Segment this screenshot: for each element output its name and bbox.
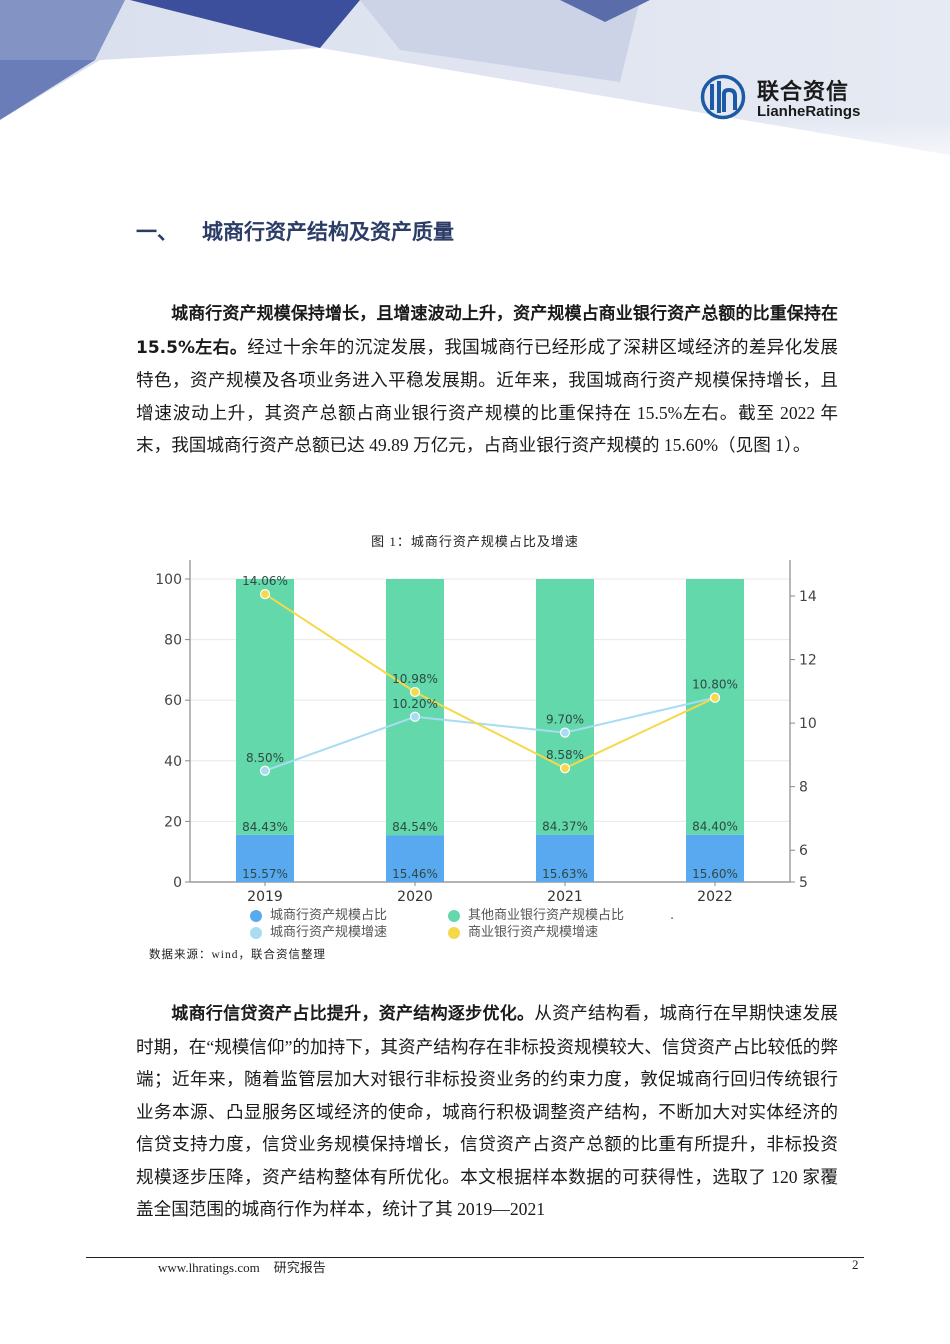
svg-text:10.98%: 10.98% [392,672,438,686]
legend-dot-icon [250,926,262,939]
legend-item-city-bank-growth: 城商行资产规模增速 [250,924,430,941]
svg-text:100: 100 [155,572,182,588]
figure-caption: 图 1：城商行资产规模占比及增速 [371,534,579,549]
svg-text:8.50%: 8.50% [246,751,284,765]
svg-text:15.57%: 15.57% [242,867,288,881]
legend-dot-icon [448,926,460,939]
svg-text:10: 10 [799,716,817,732]
paragraph-lead: 城商行资产规模保持增长，且增速波动上升，资产规模占商业银行资产总额的比重保持在 … [136,304,838,358]
svg-text:84.37%: 84.37% [542,820,588,834]
paragraph-lead: 城商行信贷资产占比提升，资产结构逐步优化。 [171,1004,535,1024]
svg-text:84.43%: 84.43% [242,820,288,834]
legend-item-city-bank-share: 城商行资产规模占比 [250,907,430,924]
paragraph-body: 经过十余年的沉淀发展，我国城商行已经形成了深耕区域经济的差异化发展特色，资产规模… [136,336,838,456]
footer-info: www.lhratings.com 研究报告 [158,1257,340,1276]
svg-text:9.70%: 9.70% [546,713,584,727]
svg-text:14.06%: 14.06% [242,574,288,588]
legend-dot-icon [448,909,460,922]
logo-name-cn: 联合资信 [757,80,850,105]
legend-dot-icon [250,909,262,922]
svg-text:6: 6 [799,843,808,859]
svg-text:60: 60 [164,693,182,709]
company-logo: 联合资信 LianheRatings [700,72,870,124]
svg-text:14: 14 [799,589,817,605]
legend-item-commercial-bank-growth: 商业银行资产规模增速 [448,924,598,941]
svg-text:80: 80 [164,633,182,649]
header-background [0,0,950,180]
svg-text:2021: 2021 [547,889,583,905]
svg-text:8: 8 [799,780,808,796]
svg-text:10.20%: 10.20% [392,697,438,711]
data-source-note: 数据来源：wind，联合资信整理 [149,949,326,961]
svg-text:8.58%: 8.58% [546,748,584,762]
svg-text:15.60%: 15.60% [692,867,738,881]
lianhe-logo-icon [700,74,746,120]
logo-name-en: LianheRatings [757,103,861,120]
section-heading: 一、 城商行资产结构及资产质量 [136,216,454,246]
section-number: 一、 [136,220,178,244]
paragraph-asset-scale: 城商行资产规模保持增长，且增速波动上升，资产规模占商业银行资产总额的比重保持在 … [136,297,838,462]
footer-divider [86,1257,864,1258]
chart-legend: 城商行资产规模占比 其他商业银行资产规模占比 . 城商行资产规模增速 商业银行资… [250,907,730,941]
legend-item-other-bank-share: 其他商业银行资产规模占比 [448,907,624,924]
svg-text:84.40%: 84.40% [692,820,738,834]
svg-text:2020: 2020 [397,889,433,905]
footer-doc-type: 研究报告 [273,1260,326,1275]
svg-text:15.63%: 15.63% [542,867,588,881]
svg-text:12: 12 [799,653,817,669]
svg-text:84.54%: 84.54% [392,820,438,834]
svg-text:0: 0 [173,875,182,891]
svg-text:20: 20 [164,814,182,830]
svg-text:5: 5 [799,875,808,891]
footer-website-link[interactable]: www.lhratings.com [158,1260,260,1275]
svg-text:15.46%: 15.46% [392,867,438,881]
paragraph-asset-structure: 城商行信贷资产占比提升，资产结构逐步优化。从资产结构看，城商行在早期快速发展时期… [136,997,838,1226]
svg-text:2022: 2022 [697,889,733,905]
svg-text:10.80%: 10.80% [692,678,738,692]
paragraph-body: 从资产结构看，城商行在早期快速发展时期，在“规模信仰”的加持下，其资产结构存在非… [136,1003,838,1219]
section-title: 城商行资产结构及资产质量 [202,220,454,244]
svg-text:2019: 2019 [247,889,283,905]
svg-text:40: 40 [164,754,182,770]
asset-share-growth-chart: 0 20 40 60 80 100 5 6 8 10 12 14 15.57% 84.43% 2019 15.… [140,560,840,950]
legend-extra-mark: . [670,908,675,923]
page-number: 2 [852,1257,859,1272]
